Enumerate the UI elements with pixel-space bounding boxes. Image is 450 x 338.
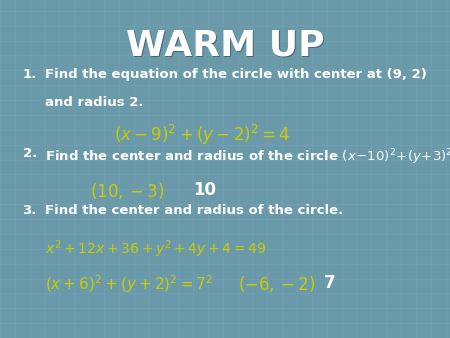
- Text: 7: 7: [324, 274, 336, 292]
- Text: and radius 2.: and radius 2.: [45, 96, 144, 109]
- Text: WARM UP: WARM UP: [126, 29, 324, 63]
- Text: $(-6, -2)$: $(-6, -2)$: [238, 274, 316, 294]
- Text: 2.: 2.: [22, 147, 37, 160]
- Text: Find the equation of the circle with center at (9, 2): Find the equation of the circle with cen…: [45, 68, 427, 80]
- Text: 3.: 3.: [22, 204, 37, 217]
- Text: $(x-9)^2 +(y-2)^2 =4$: $(x-9)^2 +(y-2)^2 =4$: [114, 123, 291, 147]
- Text: Find the center and radius of the circle.: Find the center and radius of the circle…: [45, 204, 343, 217]
- Text: $x^2+12x+36+y^2+4y+4=49$: $x^2+12x+36+y^2+4y+4=49$: [45, 238, 266, 260]
- Text: WARM UP: WARM UP: [127, 30, 326, 64]
- Text: 1.: 1.: [22, 68, 37, 80]
- Text: $(x+6)^2+(y+2)^2=7^2$: $(x+6)^2+(y+2)^2=7^2$: [45, 274, 213, 295]
- Text: Find the center and radius of the circle $(x\!-\!10)^2\!+\!(y\!+\!3)^2\!=\!100$: Find the center and radius of the circle…: [45, 147, 450, 167]
- Text: $(10, -3)$: $(10, -3)$: [90, 181, 164, 201]
- Text: 10: 10: [194, 181, 216, 199]
